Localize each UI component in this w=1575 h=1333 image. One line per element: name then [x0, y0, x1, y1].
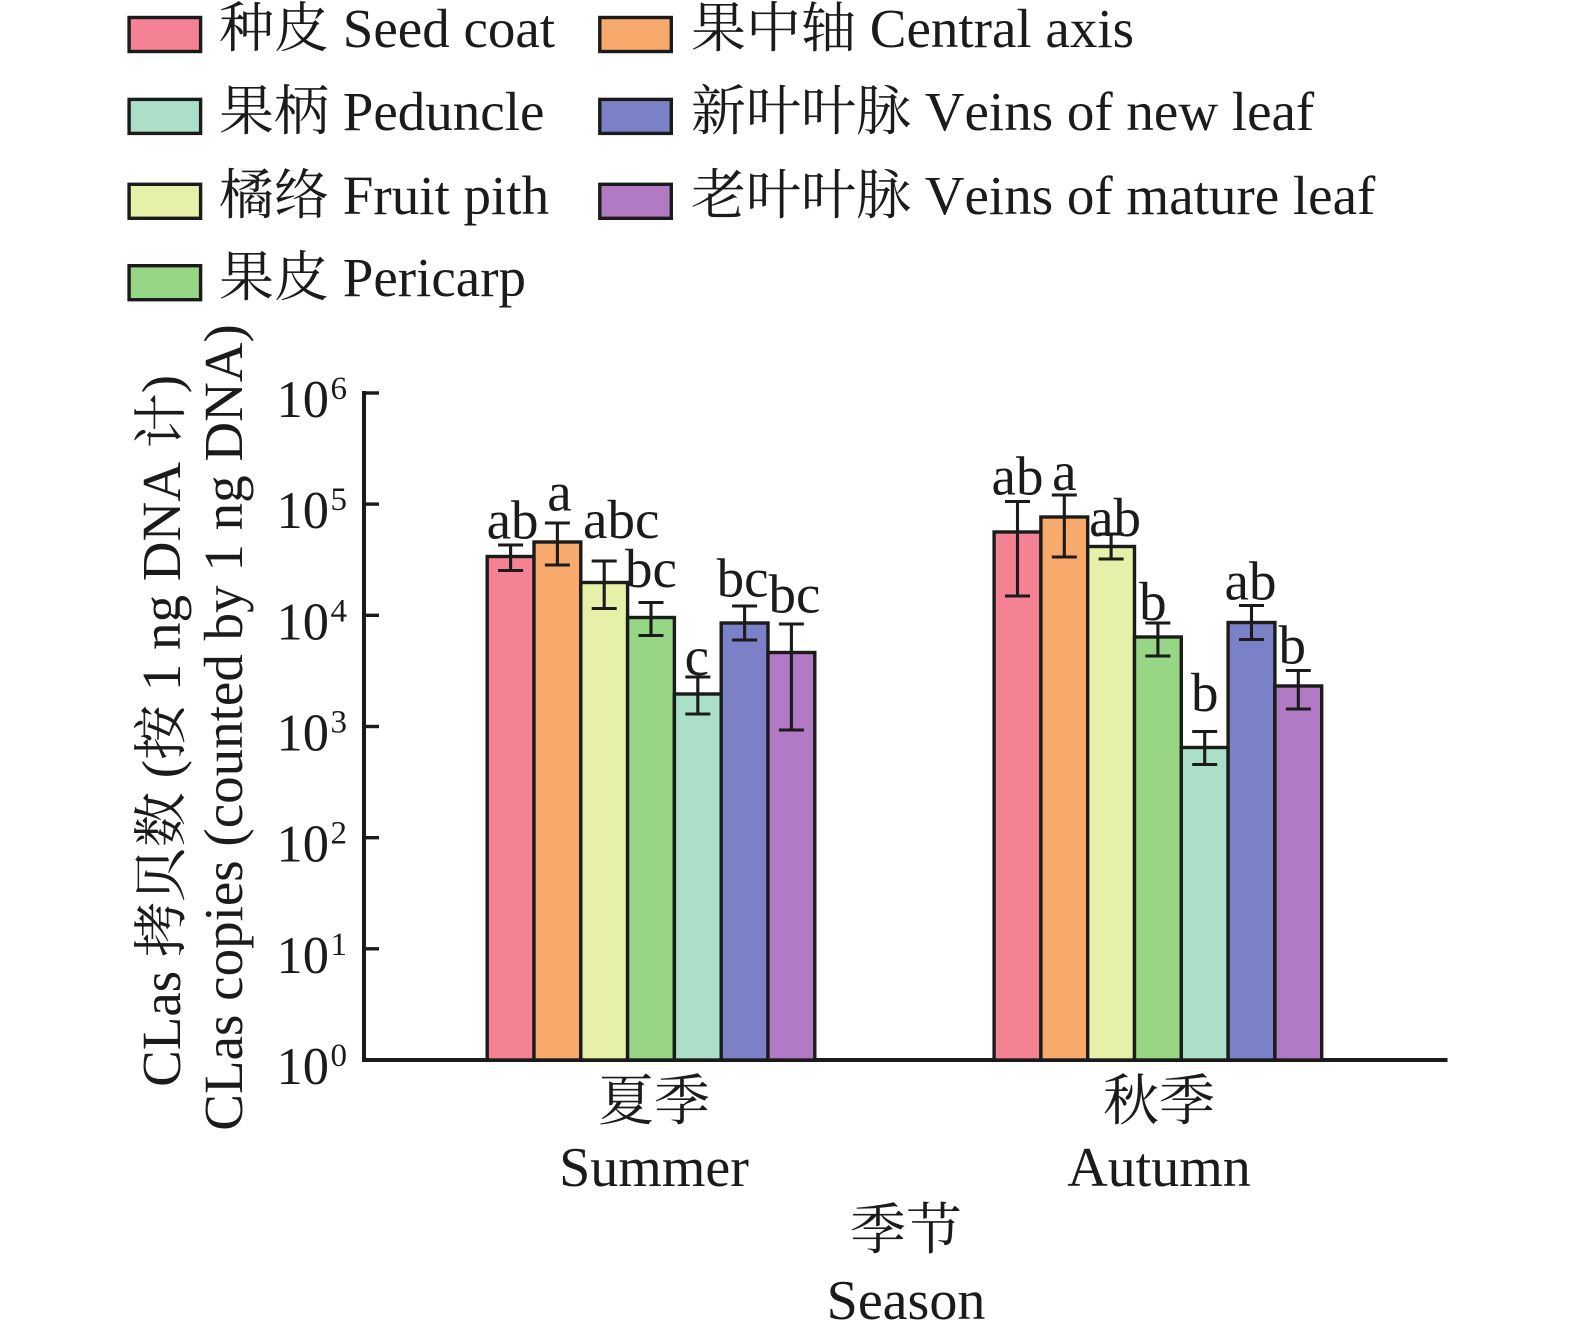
svg-text:ab: ab — [1089, 487, 1141, 548]
svg-text:2: 2 — [331, 816, 348, 852]
svg-text:10: 10 — [277, 705, 330, 763]
svg-text:(: ( — [131, 760, 192, 778]
svg-text:5: 5 — [331, 482, 348, 518]
svg-text:10: 10 — [277, 816, 330, 874]
svg-text:Summer: Summer — [559, 1137, 749, 1199]
svg-text:bc: bc — [625, 538, 677, 599]
svg-text:10: 10 — [277, 371, 330, 429]
svg-text:1 ng DNA: 1 ng DNA — [131, 462, 192, 691]
svg-text:Fruit pith: Fruit pith — [343, 165, 549, 226]
svg-text:4: 4 — [331, 593, 348, 629]
svg-text:Autumn: Autumn — [1067, 1137, 1251, 1199]
svg-text:Seed coat: Seed coat — [343, 0, 555, 59]
svg-text:CLas copies (counted by 1 ng D: CLas copies (counted by 1 ng DNA) — [193, 324, 254, 1130]
svg-text:Central axis: Central axis — [870, 0, 1134, 59]
svg-text:bc: bc — [768, 564, 820, 625]
svg-text:abc: abc — [583, 489, 659, 550]
svg-text:bc: bc — [717, 548, 769, 609]
svg-text:10: 10 — [277, 482, 330, 540]
svg-text:ab: ab — [487, 490, 539, 551]
svg-text:b: b — [1191, 662, 1219, 723]
svg-text:Veins of new leaf: Veins of new leaf — [925, 81, 1315, 142]
svg-text:Veins of mature leaf: Veins of mature leaf — [925, 165, 1376, 226]
svg-text:10: 10 — [277, 927, 330, 985]
svg-text:CLas: CLas — [131, 971, 192, 1087]
svg-text:Pericarp: Pericarp — [343, 247, 526, 308]
svg-text:b: b — [1279, 614, 1307, 675]
svg-text:a: a — [547, 462, 571, 523]
svg-text:3: 3 — [331, 705, 348, 741]
svg-text:ab: ab — [1225, 551, 1277, 612]
svg-text:c: c — [685, 626, 709, 687]
svg-text:10: 10 — [277, 1038, 330, 1096]
svg-text:Season: Season — [827, 1270, 986, 1332]
svg-text:a: a — [1052, 441, 1076, 502]
svg-text:b: b — [1139, 571, 1167, 632]
svg-text:ab: ab — [992, 446, 1044, 507]
svg-text:): ) — [131, 375, 192, 393]
svg-text:Peduncle: Peduncle — [343, 81, 545, 142]
svg-text:1: 1 — [331, 927, 348, 963]
svg-text:0: 0 — [331, 1038, 348, 1074]
svg-text:10: 10 — [277, 593, 330, 651]
svg-text:6: 6 — [331, 371, 348, 407]
